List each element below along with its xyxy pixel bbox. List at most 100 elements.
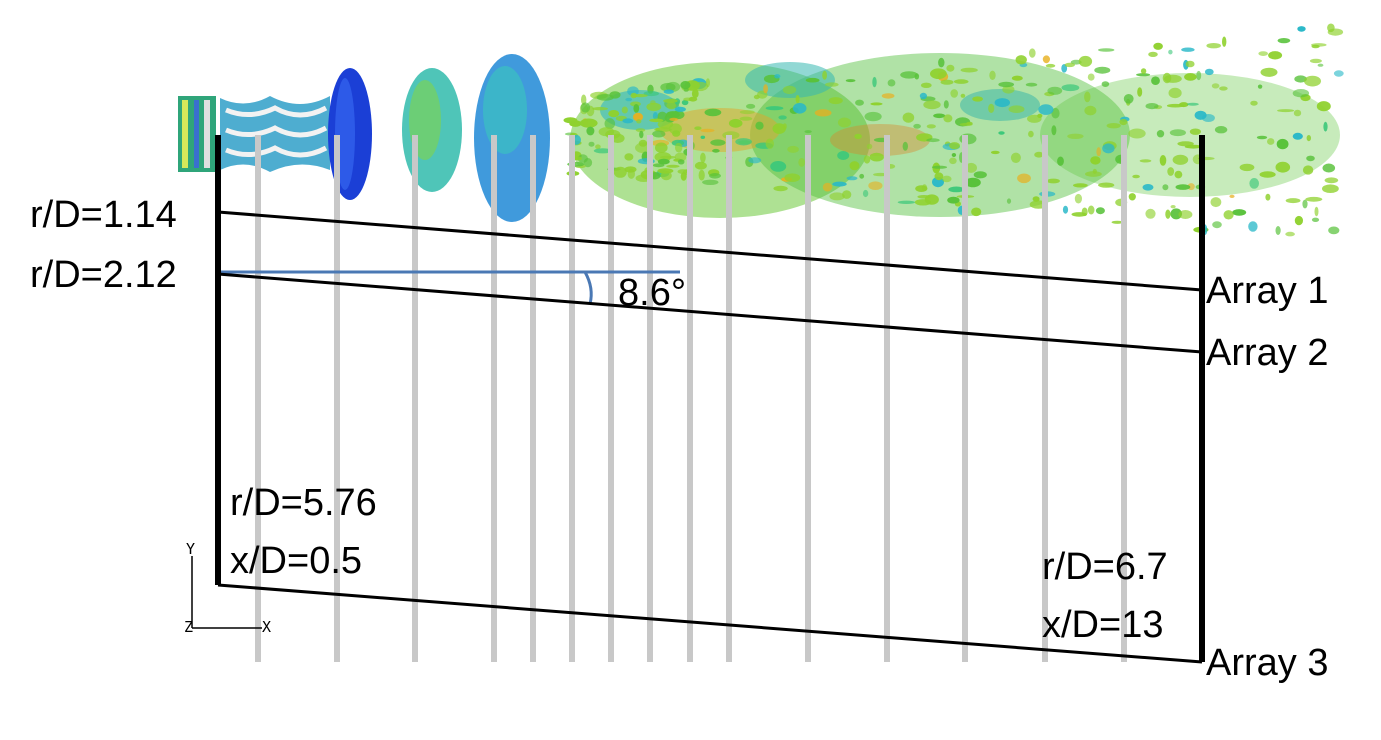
- vortex-blob: [627, 168, 635, 179]
- vortex-blob: [846, 176, 858, 181]
- vortex-blob: [1128, 193, 1136, 201]
- vortex-blob: [1187, 102, 1199, 106]
- vortex-blob: [1223, 210, 1234, 220]
- vortex-blob: [593, 148, 612, 154]
- vortex-blob: [832, 181, 847, 187]
- vortex-blob: [1148, 51, 1158, 58]
- vortex-blob: [1184, 73, 1197, 81]
- vortex-blob: [950, 89, 958, 98]
- vortex-blob: [652, 163, 665, 168]
- vortex-blob: [1292, 132, 1303, 140]
- probe-lines: [255, 135, 1127, 662]
- vortex-blob: [960, 93, 966, 98]
- vortex-blob: [1276, 138, 1289, 150]
- vortex-blob: [1084, 91, 1091, 103]
- vortex-blob: [1098, 48, 1115, 52]
- vortex-blob: [1074, 193, 1082, 204]
- vortex-blob: [994, 98, 1010, 108]
- vortex-blob: [1232, 209, 1247, 216]
- vortex-blob: [923, 100, 941, 110]
- vortex-blob: [784, 173, 801, 182]
- vortex-blob: [608, 110, 620, 118]
- vortex-blob: [624, 153, 634, 161]
- vortex-blob: [938, 57, 945, 68]
- vortex-blob: [666, 111, 680, 119]
- vortex-blob: [763, 84, 768, 94]
- vortex-blob: [669, 117, 679, 121]
- vortex-blob: [953, 79, 969, 84]
- vortex-blob: [913, 123, 921, 129]
- vortex-blob: [990, 150, 1000, 155]
- jet-vortex-visualization: [178, 23, 1344, 237]
- vortex-blob: [1324, 177, 1339, 184]
- vortex-blob: [588, 141, 595, 147]
- axis-y-label: Y: [186, 540, 196, 558]
- vortex-blob: [1185, 60, 1195, 68]
- vortex-blob: [862, 189, 869, 198]
- vortex-blob: [1051, 125, 1057, 136]
- vortex-blob: [946, 64, 955, 72]
- vortex-blob: [672, 130, 681, 137]
- vortex-blob: [595, 144, 601, 150]
- vortex-blob: [881, 93, 895, 99]
- label-array-3: Array 3: [1206, 642, 1329, 684]
- vortex-blob: [1316, 101, 1331, 112]
- vortex-blob: [837, 117, 852, 128]
- vortex-blob: [1168, 87, 1182, 99]
- vortex-blob: [1322, 163, 1336, 173]
- axis-z-label: Z: [184, 618, 194, 636]
- vortex-blob: [920, 82, 932, 89]
- vortex-blob: [972, 96, 983, 102]
- vortex-blob: [755, 121, 764, 130]
- vortex-blob: [854, 133, 862, 139]
- vortex-blob: [1095, 207, 1105, 215]
- vortex-blob: [1096, 147, 1101, 157]
- vortex-blob: [1142, 184, 1154, 191]
- vortex-blob: [919, 92, 928, 100]
- vortex-blob: [1306, 135, 1312, 142]
- vortex-blob: [1162, 72, 1172, 84]
- vortex-blob: [825, 82, 839, 87]
- vortex-blob: [1106, 123, 1121, 129]
- vortex-blob: [1323, 121, 1328, 132]
- vortex-blob: [1294, 215, 1303, 226]
- vortex-blob: [960, 67, 978, 73]
- vortex-blob: [702, 179, 719, 185]
- vortex-blob: [1137, 87, 1143, 97]
- vortex-blob: [1174, 170, 1183, 179]
- vortex-blob: [842, 190, 852, 199]
- vortex-blob: [1047, 86, 1063, 95]
- vortex-blob: [709, 173, 721, 179]
- vortex-blob: [998, 81, 1015, 88]
- vortex-blob: [655, 127, 661, 132]
- vortex-blob: [604, 118, 616, 130]
- vortex-blob: [639, 130, 644, 139]
- vortex-blob: [1128, 128, 1146, 139]
- vortex-blob: [1166, 103, 1184, 108]
- vortex-blob: [1265, 193, 1271, 201]
- vortex-blob: [1333, 70, 1344, 77]
- vortex-blob: [680, 172, 687, 181]
- vortex-blob: [700, 135, 706, 139]
- vortex-blob: [739, 110, 755, 115]
- vortex-blob: [580, 102, 591, 113]
- vortex-blob: [677, 159, 685, 165]
- vortex-blob: [845, 79, 856, 83]
- vortex-blob: [636, 119, 642, 124]
- vortex-blob: [1139, 159, 1152, 163]
- vortex-blob: [735, 138, 752, 146]
- vortex-blob: [1248, 221, 1258, 232]
- label-angle: 8.6°: [618, 272, 687, 314]
- vortex-blob: [770, 161, 787, 172]
- angle-arc: [583, 271, 593, 305]
- label-r-1-14: r/D=1.14: [30, 194, 177, 236]
- vortex-blob: [792, 103, 807, 114]
- vortex-blob: [1317, 63, 1324, 67]
- vortex-blob: [1140, 68, 1147, 74]
- vortex-blob: [652, 130, 666, 138]
- vortex-blob: [1181, 47, 1195, 52]
- vortex-blob: [798, 158, 806, 167]
- vortex-blob: [1015, 55, 1027, 65]
- vortex-blob: [1017, 173, 1031, 184]
